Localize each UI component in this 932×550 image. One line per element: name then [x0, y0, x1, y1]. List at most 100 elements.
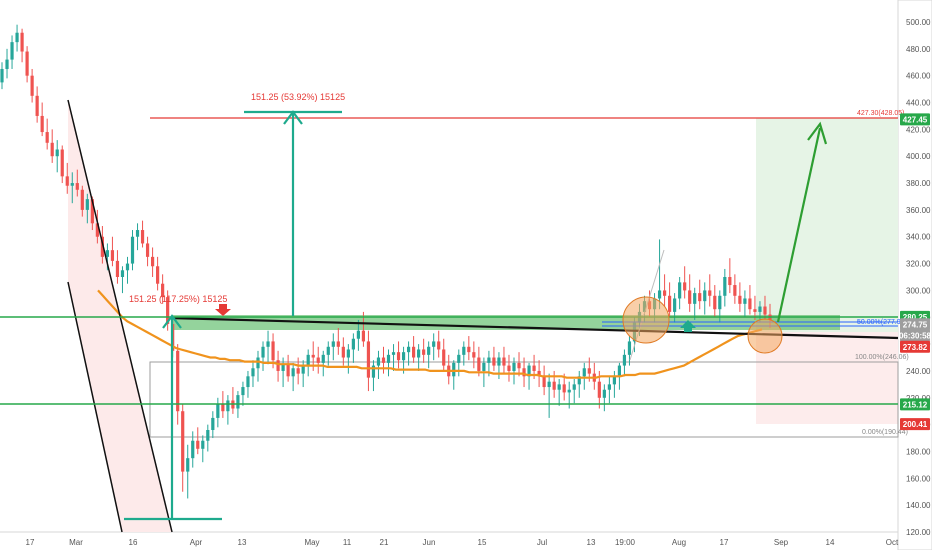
candle-body [482, 362, 486, 371]
candle-body [311, 354, 315, 358]
measure-arrowhead-left [162, 314, 182, 329]
candle-body [110, 250, 115, 261]
x-tick-label: Aug [672, 538, 686, 547]
x-tick-label: 13 [587, 538, 596, 547]
candle-body [291, 368, 295, 377]
candle-body [150, 256, 155, 267]
candle-body [296, 368, 300, 374]
candle-body [472, 352, 476, 358]
candle-body [693, 293, 697, 304]
candle-body [753, 309, 757, 312]
candle-body [166, 297, 170, 324]
y-tick-label: 420.00 [906, 125, 931, 134]
x-tick-label: Mar [69, 538, 83, 547]
fib-label-50: 50.00%(277.9?) [857, 319, 907, 326]
candle-body [251, 368, 255, 377]
candle-body [25, 51, 29, 76]
candle-body [15, 32, 19, 43]
projection-green-zone [756, 118, 898, 332]
y-tick-label: 500.00 [906, 18, 931, 27]
candle-body [733, 285, 737, 296]
candle-body [386, 354, 391, 363]
price-tag-label: 200.41 [903, 420, 928, 429]
candle-body [522, 368, 526, 377]
candle-body [542, 376, 546, 388]
y-tick-label: 340.00 [906, 233, 931, 242]
candle-body [40, 115, 44, 133]
candle-body [577, 376, 581, 385]
candle-body [336, 341, 340, 347]
candle-body [492, 357, 496, 366]
wedge-upper-line [67, 99, 173, 533]
candle-body [130, 236, 135, 264]
candle-body [366, 341, 371, 378]
x-tick-label: 16 [129, 538, 138, 547]
candle-body [748, 298, 752, 310]
candle-body [532, 365, 536, 371]
candle-body [276, 360, 280, 371]
price-tag [900, 318, 930, 331]
candle-body [346, 349, 350, 358]
price-tag [900, 418, 930, 431]
candle-body [221, 404, 225, 412]
candle-body [557, 384, 561, 390]
candle-body [256, 357, 260, 369]
candle-body [85, 199, 89, 210]
candle-body [75, 183, 79, 190]
candle-body [266, 341, 270, 347]
candle-body [457, 354, 461, 363]
price-tag-label: 274.75 [903, 320, 928, 329]
candle-body [55, 149, 59, 157]
y-tick-label: 300.00 [906, 286, 931, 295]
candle-body [201, 440, 205, 449]
x-tick-label: 13 [238, 538, 247, 547]
candle-body [321, 354, 325, 363]
retest-circle [747, 318, 783, 354]
moving-average-line [97, 289, 763, 379]
candle-body [562, 384, 566, 393]
candle-body [743, 298, 747, 304]
candle-body [115, 260, 120, 277]
y-tick-label: 220.00 [906, 394, 931, 403]
candle-body [35, 95, 39, 116]
candle-body [10, 42, 14, 60]
candle-body [316, 357, 320, 363]
candle-body [673, 298, 677, 312]
candle-body [587, 368, 591, 374]
candle-body [497, 357, 501, 366]
projection-arrowhead [807, 121, 828, 145]
candle-body [597, 381, 601, 398]
y-tick-label: 460.00 [906, 72, 931, 81]
candle-body [477, 357, 481, 371]
price-axis-panel[interactable] [897, 0, 932, 550]
candle-body [356, 330, 360, 339]
y-tick-label: 180.00 [906, 447, 931, 456]
candle-body [20, 32, 24, 52]
candle-body [396, 352, 401, 361]
x-tick-label: 21 [380, 538, 389, 547]
candle-body [5, 59, 9, 69]
price-tag [900, 398, 930, 411]
price-tag-label: 215.12 [903, 400, 928, 409]
candle-body [196, 440, 200, 449]
candle-body [612, 376, 616, 385]
candle-body [326, 346, 330, 355]
candle-body [216, 404, 220, 418]
y-tick-label: 160.00 [906, 474, 931, 483]
candle-body [467, 346, 471, 353]
candle-body [0, 68, 4, 83]
price-tag [900, 340, 930, 353]
x-tick-label: Sep [774, 538, 789, 547]
candle-body [602, 389, 606, 398]
candle-body [120, 270, 125, 277]
x-tick-label: Jun [423, 538, 436, 547]
fib-label-427: 427.30(428.05) [857, 110, 904, 117]
buy-marker-icon [680, 320, 696, 332]
sell-marker-icon [215, 304, 231, 316]
candle-body [80, 189, 84, 210]
candle-body [376, 357, 381, 366]
price-tag [900, 113, 930, 126]
candle-body [301, 365, 305, 374]
candle-body [502, 357, 506, 366]
